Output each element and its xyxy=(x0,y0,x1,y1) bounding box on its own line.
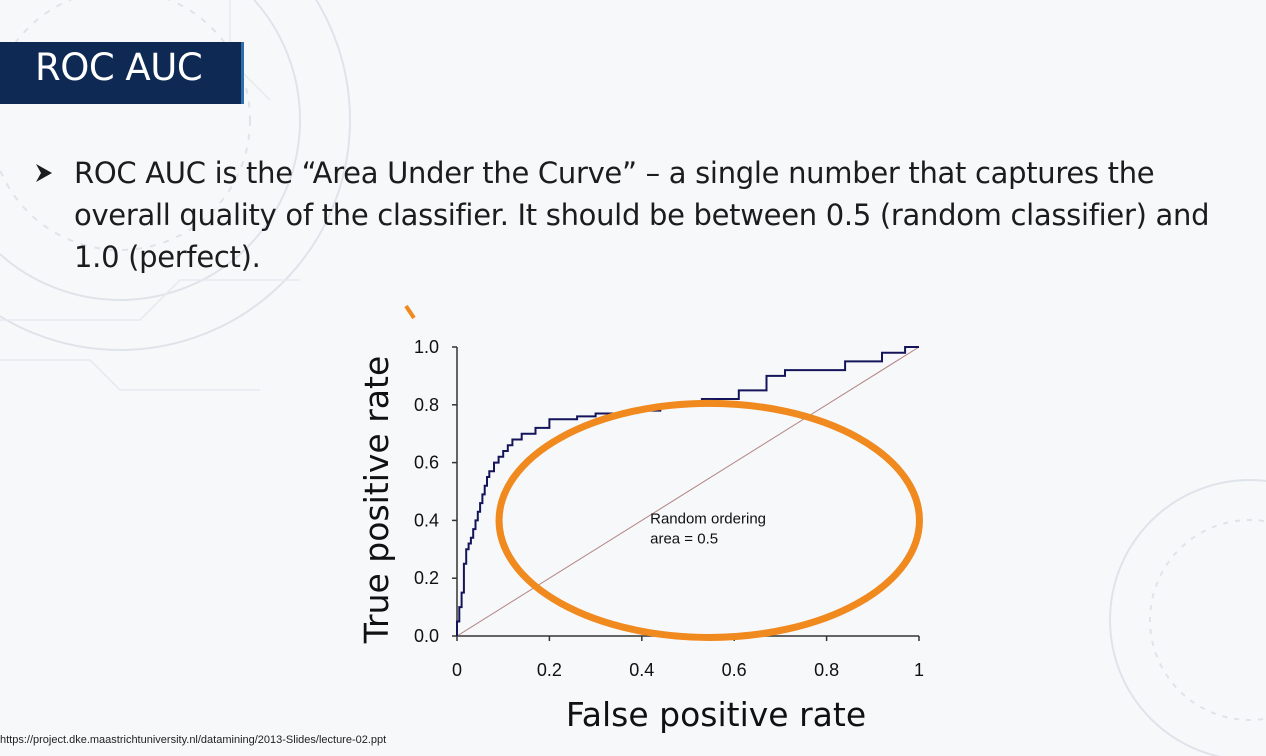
bullet-arrow-icon xyxy=(36,164,52,182)
y-tick-label: 1.0 xyxy=(414,337,439,357)
y-tick-label: 0.8 xyxy=(414,395,439,415)
roc-curve xyxy=(456,346,919,636)
x-tick-label: 0.4 xyxy=(629,660,654,680)
title-banner xyxy=(0,42,244,104)
x-axis-label: False positive rate xyxy=(566,695,866,734)
x-tick-label: 0.2 xyxy=(537,660,562,680)
orange-tick-mark xyxy=(404,304,416,320)
bullet-text: ROC AUC is the “Area Under the Curve” – … xyxy=(74,156,1210,274)
source-url: https://project.dke.maastrichtuniversity… xyxy=(0,734,387,746)
y-tick-label: 0.4 xyxy=(414,510,439,530)
y-tick-label: 0.0 xyxy=(414,626,439,646)
y-tick-label: 0.6 xyxy=(414,453,439,473)
random-diagonal-line xyxy=(456,346,920,637)
annotation-line-1: Random ordering xyxy=(650,510,766,527)
x-tick-label: 0.8 xyxy=(814,660,839,680)
x-tick-label: 0.6 xyxy=(722,660,747,680)
y-axis-label: True positive rate xyxy=(357,356,396,645)
y-tick-label: 0.2 xyxy=(414,568,439,588)
x-tick-label: 0 xyxy=(452,660,462,680)
x-tick-label: 1 xyxy=(914,660,924,680)
slide-title: ROC AUC xyxy=(35,46,203,89)
annotation-line-2: area = 0.5 xyxy=(650,531,718,548)
highlight-ellipse xyxy=(495,399,923,641)
